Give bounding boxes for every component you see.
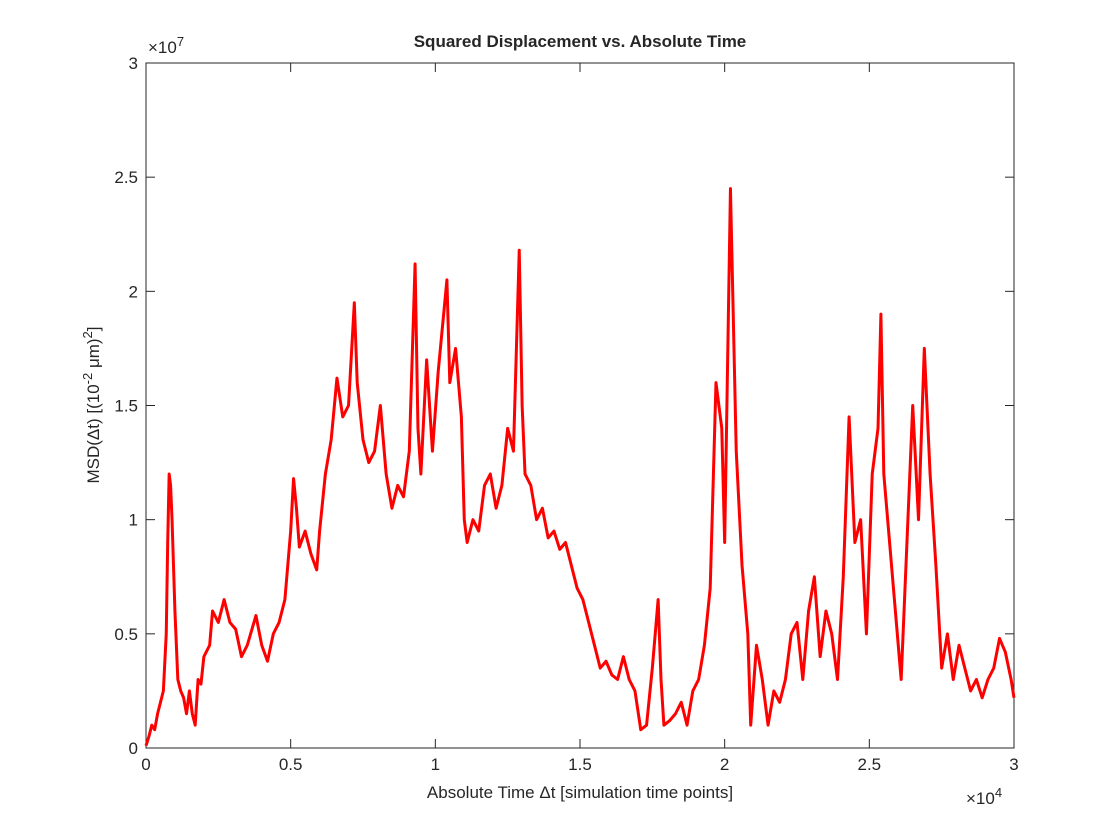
y-label-part: μm) [84,338,103,372]
y-tick-label: 0 [129,739,138,758]
y-axis-label: MSD(Δt) [(10-2 μm)2] [80,326,103,483]
y-multiplier-exponent: 7 [177,34,184,49]
x-tick-label: 2.5 [858,755,882,774]
data-line [144,187,1016,747]
chart-title: Squared Displacement vs. Absolute Time [414,32,747,51]
y-tick-label: 2 [129,282,138,301]
x-tick-label: 0.5 [279,755,303,774]
x-multiplier-exponent: 4 [995,785,1002,800]
y-multiplier-base: ×10 [148,38,177,57]
y-tick-label: 2.5 [114,168,138,187]
x-tick-label: 3 [1009,755,1018,774]
x-multiplier-base: ×10 [966,789,995,808]
x-tick-label: 1 [431,755,440,774]
x-tick-label: 2 [720,755,729,774]
axes-box [145,62,1015,749]
y-label-sup: 2 [80,331,95,338]
y-tick-label: 0.5 [114,625,138,644]
x-axis-label: Absolute Time Δt [simulation time points… [427,783,733,802]
y-label-part: ] [84,326,103,331]
y-multiplier: ×107 [148,34,184,57]
x-tick-label: 0 [141,755,150,774]
x-multiplier: ×104 [966,785,1002,808]
x-tick-label: 1.5 [568,755,592,774]
y-label-sup: -2 [80,373,95,385]
y-tick-label: 3 [129,54,138,73]
y-tick-label: 1.5 [114,397,138,416]
y-tick-label: 1 [129,511,138,530]
y-label-part: MSD(Δt) [(10 [84,384,103,483]
